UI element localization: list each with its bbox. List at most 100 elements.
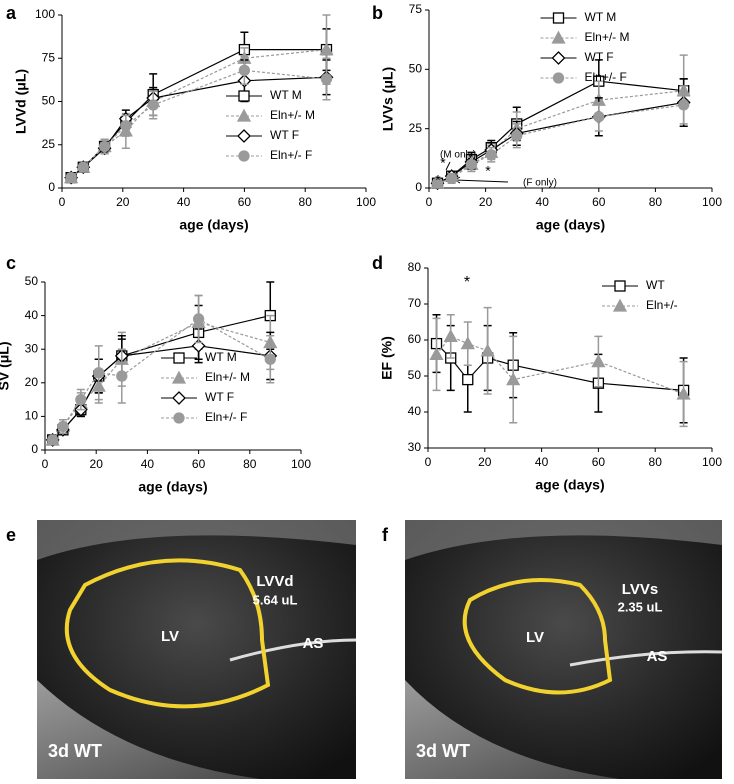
annotation: (F only)	[523, 178, 557, 189]
chart: a 0 25 50 75 100 0 20 40 60 80 100 age (days) LVVd (μ…	[6, 3, 376, 233]
legend-marker	[612, 298, 628, 312]
y-tick-label: 80	[408, 260, 422, 274]
annotation: *	[440, 155, 446, 171]
x-tick-label: 80	[649, 455, 663, 469]
x-tick-label: 100	[356, 195, 376, 209]
legend-label: WT F	[270, 128, 299, 142]
marker	[429, 347, 444, 361]
arrow	[454, 176, 509, 184]
legend-marker	[552, 12, 565, 24]
marker	[238, 64, 251, 77]
marker	[75, 393, 87, 406]
marker	[506, 372, 521, 386]
y-tick-label: 50	[409, 62, 423, 76]
y-tick-label: 70	[408, 296, 422, 310]
marker	[676, 386, 691, 400]
y-tick-label: 0	[31, 442, 38, 456]
y-tick-label: 50	[42, 94, 56, 108]
legend-marker	[171, 370, 187, 384]
volume-label: LVVs	[622, 581, 658, 598]
marker	[462, 373, 474, 386]
tissue	[405, 520, 722, 560]
legend-marker	[236, 108, 252, 122]
annotation: (M only)	[440, 150, 476, 161]
septum-line	[569, 650, 723, 667]
legend-marker	[551, 30, 566, 44]
legend-marker	[614, 280, 626, 292]
marker	[77, 161, 89, 173]
lv-outline	[64, 558, 271, 709]
y-tick-label: 40	[408, 404, 422, 418]
legend-label: Eln+/- F	[205, 410, 247, 424]
tissue	[37, 680, 260, 779]
x-tick-label: 60	[592, 455, 606, 469]
marker	[431, 177, 444, 189]
x-tick-label: 20	[478, 455, 492, 469]
annotation: *	[435, 172, 441, 188]
y-tick-label: 20	[25, 375, 39, 389]
y-tick-label: 40	[25, 308, 39, 322]
x-axis-label: age (days)	[536, 217, 605, 233]
x-tick-label: 0	[42, 457, 49, 471]
panel-label: b	[372, 3, 383, 23]
y-tick-label: 10	[25, 409, 39, 423]
y-tick-label: 0	[415, 180, 422, 194]
y-axis-label: EF (%)	[379, 336, 395, 380]
legend-marker	[173, 412, 185, 424]
x-tick-label: 0	[59, 195, 66, 209]
annotation: *	[464, 274, 470, 291]
marker	[443, 329, 458, 343]
cavity-label: LV	[526, 629, 544, 646]
panel-label: d	[372, 253, 383, 273]
legend-label: WT F	[585, 50, 614, 64]
y-tick-label: 75	[42, 50, 56, 64]
marker	[591, 354, 606, 368]
y-axis-label: LVVd (μL)	[13, 69, 29, 134]
septum-label: AS	[647, 648, 668, 665]
x-tick-label: 40	[535, 455, 549, 469]
legend-marker	[238, 90, 250, 102]
x-tick-label: 40	[177, 195, 191, 209]
chart: c 0 10 20 30 40 50 0 20 40 60 80 100 age (days) SV (μL…	[0, 253, 311, 495]
y-tick-label: 25	[409, 121, 423, 135]
series-line	[436, 343, 684, 391]
x-tick-label: 60	[192, 457, 206, 471]
x-tick-label: 40	[536, 195, 550, 209]
legend-marker	[551, 51, 566, 65]
chart: b 0 25 50 75 0 20 40 60 80 100 age (days) LVVs (μL) W…	[372, 2, 722, 233]
x-tick-label: 100	[702, 195, 722, 209]
legend-label: Eln+/- F	[585, 70, 627, 84]
y-tick-label: 50	[25, 274, 39, 288]
legend-label: WT M	[585, 10, 617, 24]
y-tick-label: 50	[408, 368, 422, 382]
cavity-label: LV	[161, 628, 179, 645]
series-line	[436, 335, 684, 395]
y-tick-label: 30	[25, 341, 39, 355]
panel-label: c	[6, 253, 16, 273]
y-tick-label: 75	[409, 2, 423, 16]
x-tick-label: 100	[702, 455, 722, 469]
y-tick-label: 30	[408, 440, 422, 454]
y-tick-label: 25	[42, 137, 56, 151]
marker	[120, 120, 132, 132]
marker	[465, 158, 478, 170]
x-tick-label: 0	[425, 455, 432, 469]
caption: 3d WT	[416, 741, 470, 761]
marker	[147, 99, 159, 111]
legend-label: WT M	[205, 350, 237, 364]
marker	[445, 172, 458, 185]
lv-outline	[462, 578, 613, 695]
marker	[116, 370, 128, 382]
y-tick-label: 100	[35, 7, 55, 21]
volume: 5.64 uL	[253, 592, 298, 607]
marker	[57, 420, 69, 433]
volume: 2.35 uL	[618, 599, 663, 614]
x-tick-label: 80	[649, 195, 663, 209]
x-tick-label: 80	[243, 457, 257, 471]
y-tick-label: 60	[408, 332, 422, 346]
volume-label: LVVd	[256, 573, 293, 590]
ultrasound-e: e LV LVVd 5.64 uL AS 3d WT	[6, 520, 357, 779]
annotation: *	[485, 163, 491, 179]
marker	[320, 73, 333, 85]
